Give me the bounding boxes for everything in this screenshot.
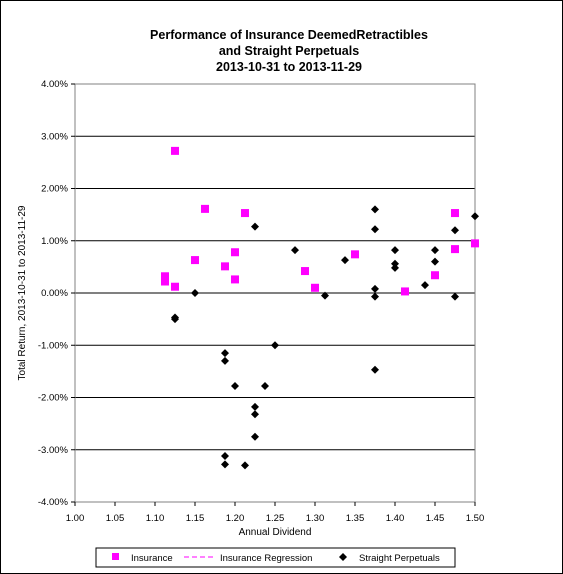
insurance-point bbox=[231, 275, 239, 284]
y-axis-title: Total Return, 2013-10-31 to 2013-11-29 bbox=[17, 205, 28, 380]
legend-box bbox=[95, 547, 456, 568]
straight-perpetual-point bbox=[371, 225, 379, 234]
straight-perpetual-point bbox=[221, 356, 229, 365]
legend-marker-straight-perpetuals bbox=[339, 553, 347, 561]
chart-title-line-1: Performance of Insurance DeemedRetractib… bbox=[150, 28, 428, 42]
straight-perpetual-point bbox=[221, 349, 229, 358]
straight-perpetual-point bbox=[371, 284, 379, 293]
straight-perpetual-point bbox=[221, 452, 229, 461]
straight-perpetual-point bbox=[251, 402, 259, 411]
x-tick-label: 1.30 bbox=[306, 513, 325, 524]
y-tick-label: 1.00% bbox=[41, 236, 68, 247]
straight-perpetual-point bbox=[261, 382, 269, 391]
legend-label-straight-perpetuals: Straight Perpetuals bbox=[359, 553, 440, 564]
y-tick-label: 2.00% bbox=[41, 184, 68, 195]
x-tick-label: 1.10 bbox=[146, 513, 165, 524]
straight-perpetual-point bbox=[221, 460, 229, 469]
y-tick-label: 3.00% bbox=[41, 131, 68, 142]
straight-perpetual-point bbox=[451, 292, 459, 301]
straight-perpetual-point bbox=[291, 246, 299, 255]
insurance-point bbox=[161, 272, 169, 281]
straight-perpetual-point bbox=[471, 212, 479, 221]
straight-perpetual-point bbox=[171, 315, 179, 324]
gridlines bbox=[75, 135, 475, 451]
y-tick-label: -1.00% bbox=[38, 340, 69, 351]
straight-perpetual-point bbox=[321, 291, 329, 300]
insurance-point bbox=[451, 245, 459, 254]
insurance-point bbox=[311, 283, 319, 292]
straight-perpetual-point bbox=[371, 205, 379, 214]
insurance-point bbox=[161, 277, 169, 286]
insurance-point bbox=[191, 256, 199, 265]
x-tick-label: 1.35 bbox=[346, 513, 365, 524]
y-tick-label: -3.00% bbox=[38, 445, 69, 456]
chart-title-line-2: and Straight Perpetuals bbox=[219, 44, 359, 58]
insurance-point bbox=[471, 239, 479, 248]
straight-perpetual-point bbox=[451, 226, 459, 235]
straight-perpetual-point bbox=[251, 222, 259, 231]
straight-perpetual-point bbox=[421, 281, 429, 290]
y-tick-label: 4.00% bbox=[41, 79, 68, 90]
straight-perpetual-point bbox=[371, 292, 379, 301]
insurance-point bbox=[351, 250, 359, 259]
insurance-point bbox=[241, 209, 249, 218]
legend-marker-insurance bbox=[112, 553, 119, 560]
straight-perpetual-point bbox=[391, 263, 399, 272]
x-tick-label: 1.25 bbox=[266, 513, 285, 524]
x-axis-title: Annual Dividend bbox=[239, 527, 312, 538]
legend-label-insurance: Insurance bbox=[131, 553, 173, 564]
y-tick-label: 0.00% bbox=[41, 288, 68, 299]
straight-perpetual-point bbox=[431, 257, 439, 266]
legend: Insurance Insurance Regression Straight … bbox=[95, 547, 456, 568]
insurance-point bbox=[431, 271, 439, 280]
insurance-point bbox=[451, 209, 459, 218]
x-tick-label: 1.45 bbox=[426, 513, 445, 524]
chart-title: Performance of Insurance DeemedRetractib… bbox=[150, 28, 428, 74]
straight-perpetual-point bbox=[271, 341, 279, 350]
x-tick-label: 1.50 bbox=[466, 513, 485, 524]
x-tick-label: 1.05 bbox=[106, 513, 125, 524]
legend-label-insurance-regression: Insurance Regression bbox=[220, 553, 312, 564]
insurance-point bbox=[171, 146, 179, 155]
insurance-point bbox=[221, 262, 229, 271]
y-tick-label: -2.00% bbox=[38, 393, 69, 404]
straight-perpetual-point bbox=[341, 256, 349, 265]
straight-perpetual-point bbox=[431, 246, 439, 255]
straight-perpetual-point bbox=[371, 365, 379, 374]
straight-perpetual-point bbox=[391, 246, 399, 255]
straight-perpetual-point bbox=[191, 289, 199, 297]
axes: -4.00% -3.00% -2.00% -1.00% 0.00% 1.00% 2.00% 3… bbox=[38, 79, 484, 524]
insurance-point bbox=[171, 282, 179, 291]
x-tick-label: 1.15 bbox=[186, 513, 205, 524]
x-tick-label: 1.00 bbox=[66, 513, 85, 524]
insurance-point bbox=[401, 287, 409, 296]
x-tick-label: 1.40 bbox=[386, 513, 405, 524]
straight-perpetual-point bbox=[251, 432, 259, 441]
insurance-point bbox=[231, 248, 239, 257]
chart-title-line-3: 2013-10-31 to 2013-11-29 bbox=[216, 60, 362, 74]
straight-perpetual-point bbox=[241, 461, 249, 470]
straight-perpetual-point bbox=[251, 410, 259, 419]
data-points bbox=[161, 146, 479, 470]
straight-perpetual-point bbox=[391, 259, 399, 268]
y-tick-label: -4.00% bbox=[38, 497, 69, 508]
insurance-point bbox=[301, 267, 309, 276]
straight-perpetual-point bbox=[231, 382, 239, 391]
insurance-point bbox=[201, 204, 209, 213]
x-tick-label: 1.20 bbox=[226, 513, 245, 524]
